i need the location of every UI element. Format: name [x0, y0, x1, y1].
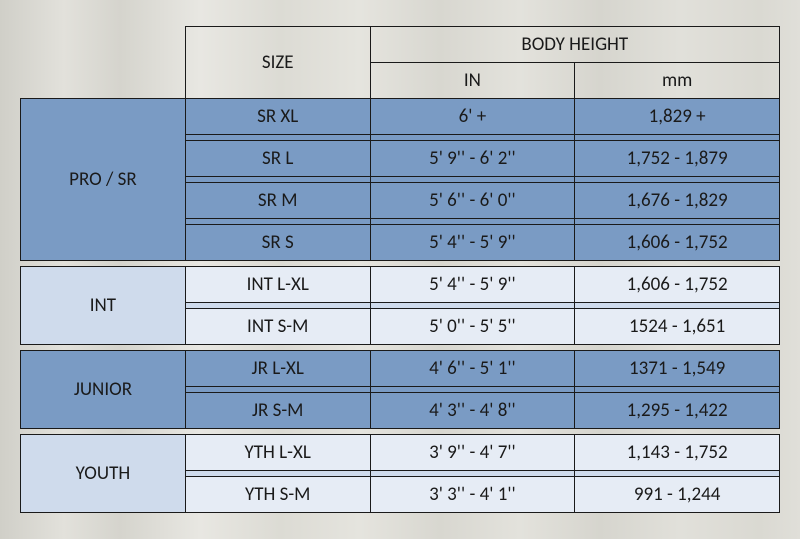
cell-inches: 6' + — [370, 99, 575, 135]
header-size: SIZE — [185, 27, 370, 99]
header-mm: mm — [575, 63, 780, 99]
category-label: JUNIOR — [21, 351, 186, 429]
cell-size: JR S-M — [185, 393, 370, 429]
cell-mm: 1,606 - 1,752 — [575, 225, 780, 261]
cell-mm: 1,295 - 1,422 — [575, 393, 780, 429]
cell-inches: 5' 4'' - 5' 9'' — [370, 267, 575, 303]
size-chart-table: SIZEBODY HEIGHTINmm PRO / SRSR XL6' +1,82… — [20, 26, 780, 513]
cell-size: INT L-XL — [185, 267, 370, 303]
cell-mm: 1,829 + — [575, 99, 780, 135]
cell-size: SR M — [185, 183, 370, 219]
cell-inches: 5' 9'' - 6' 2'' — [370, 141, 575, 177]
cell-mm: 1,752 - 1,879 — [575, 141, 780, 177]
cell-mm: 1,676 - 1,829 — [575, 183, 780, 219]
cell-inches: 3' 3'' - 4' 1'' — [370, 477, 575, 513]
category-label: INT — [21, 267, 186, 345]
category-label: PRO / SR — [21, 99, 186, 261]
header-blank — [21, 27, 186, 99]
cell-size: YTH L-XL — [185, 435, 370, 471]
cell-inches: 5' 0'' - 5' 5'' — [370, 309, 575, 345]
cell-mm: 1371 - 1,549 — [575, 351, 780, 387]
cell-size: SR XL — [185, 99, 370, 135]
header-body-height: BODY HEIGHT — [370, 27, 779, 63]
cell-size: SR L — [185, 141, 370, 177]
cell-size: JR L-XL — [185, 351, 370, 387]
cell-size: INT S-M — [185, 309, 370, 345]
cell-inches: 3' 9'' - 4' 7'' — [370, 435, 575, 471]
cell-size: YTH S-M — [185, 477, 370, 513]
cell-mm: 1,606 - 1,752 — [575, 267, 780, 303]
cell-mm: 991 - 1,244 — [575, 477, 780, 513]
cell-inches: 4' 6'' - 5' 1'' — [370, 351, 575, 387]
cell-inches: 4' 3'' - 4' 8'' — [370, 393, 575, 429]
cell-mm: 1,143 - 1,752 — [575, 435, 780, 471]
header-in: IN — [370, 63, 575, 99]
category-label: YOUTH — [21, 435, 186, 513]
cell-inches: 5' 6'' - 6' 0'' — [370, 183, 575, 219]
cell-size: SR S — [185, 225, 370, 261]
cell-mm: 1524 - 1,651 — [575, 309, 780, 345]
cell-inches: 5' 4'' - 5' 9'' — [370, 225, 575, 261]
